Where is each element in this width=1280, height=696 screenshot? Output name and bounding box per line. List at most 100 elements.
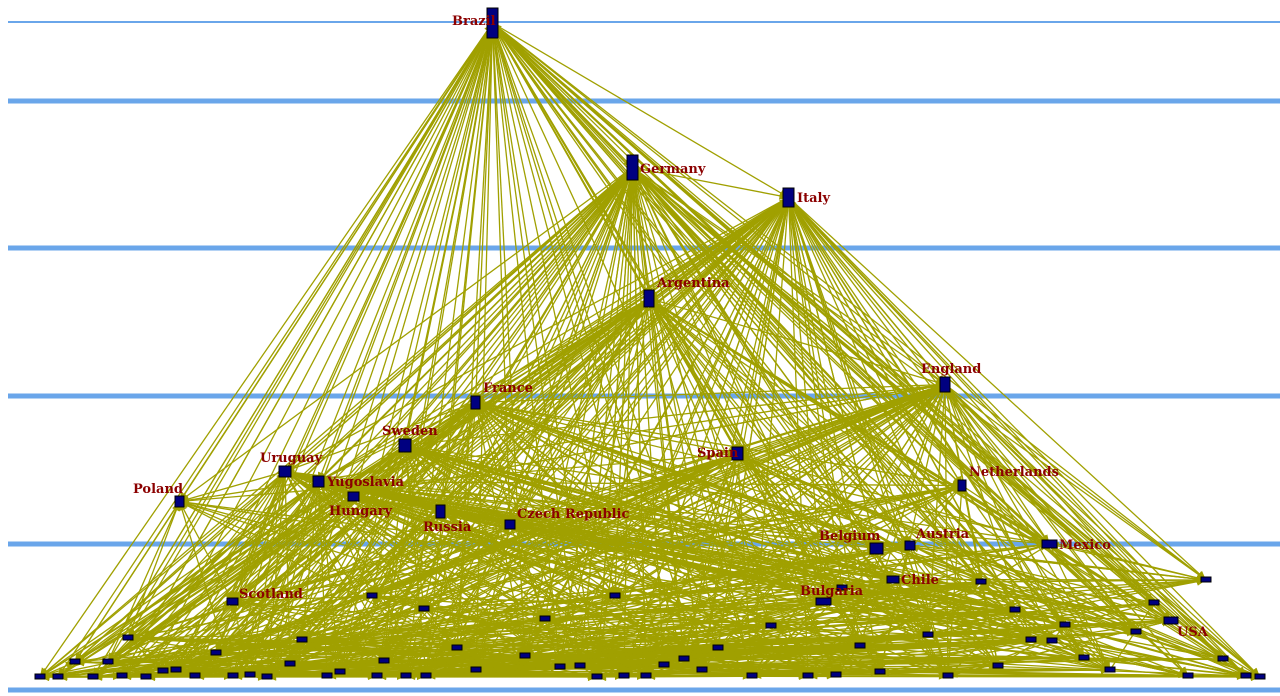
node-unlabeled[interactable] (378, 657, 390, 664)
node-sweden[interactable] (398, 438, 412, 453)
node-unlabeled[interactable] (1046, 637, 1058, 644)
node-unlabeled[interactable] (170, 666, 182, 673)
node-unlabeled[interactable] (712, 644, 724, 651)
node-unlabeled[interactable] (334, 668, 346, 675)
node-russia[interactable] (435, 504, 446, 519)
node-spain[interactable] (731, 446, 744, 461)
node-bulgaria[interactable] (815, 597, 832, 606)
node-unlabeled[interactable] (830, 671, 842, 678)
node-usa[interactable] (1163, 616, 1179, 625)
node-unlabeled[interactable] (296, 636, 308, 643)
node-unlabeled[interactable] (1078, 654, 1090, 661)
node-unlabeled[interactable] (87, 673, 99, 680)
node-unlabeled[interactable] (1217, 655, 1229, 662)
node-yugoslavia[interactable] (312, 475, 325, 488)
node-unlabeled[interactable] (420, 672, 432, 679)
node-unlabeled[interactable] (922, 631, 934, 638)
node-france[interactable] (470, 395, 481, 410)
node-unlabeled[interactable] (400, 672, 412, 679)
node-unlabeled[interactable] (157, 667, 169, 674)
node-unlabeled[interactable] (284, 660, 296, 667)
node-unlabeled[interactable] (1104, 666, 1116, 673)
node-unlabeled[interactable] (574, 662, 586, 669)
node-unlabeled[interactable] (34, 673, 46, 680)
edge (788, 197, 1207, 581)
node-unlabeled[interactable] (746, 672, 758, 679)
node-unlabeled[interactable] (52, 673, 64, 680)
node-unlabeled[interactable] (942, 672, 954, 679)
node-unlabeled[interactable] (609, 592, 621, 599)
node-belgium[interactable] (869, 542, 884, 555)
edge (57, 22, 494, 678)
node-unlabeled[interactable] (1148, 599, 1160, 606)
node-unlabeled[interactable] (854, 642, 866, 649)
node-unlabeled[interactable] (261, 673, 273, 680)
node-germany[interactable] (626, 154, 639, 181)
node-unlabeled[interactable] (539, 615, 551, 622)
node-unlabeled[interactable] (975, 578, 987, 585)
node-czech-republic[interactable] (504, 519, 516, 530)
node-unlabeled[interactable] (519, 652, 531, 659)
node-unlabeled[interactable] (591, 673, 603, 680)
node-unlabeled[interactable] (321, 672, 333, 679)
node-unlabeled[interactable] (244, 671, 256, 678)
node-brazil[interactable] (486, 7, 499, 39)
node-unlabeled[interactable] (1009, 606, 1021, 613)
edge (559, 197, 790, 668)
edge (927, 384, 946, 636)
edge (475, 401, 837, 676)
node-unlabeled[interactable] (1254, 673, 1266, 680)
node-unlabeled[interactable] (618, 672, 630, 679)
node-unlabeled[interactable] (102, 658, 114, 665)
node-unlabeled[interactable] (658, 661, 670, 668)
node-hungary[interactable] (347, 491, 360, 502)
node-unlabeled[interactable] (189, 672, 201, 679)
node-unlabeled[interactable] (210, 649, 222, 656)
node-unlabeled[interactable] (140, 673, 152, 680)
node-scotland[interactable] (226, 597, 239, 606)
node-unlabeled[interactable] (992, 662, 1004, 669)
node-unlabeled[interactable] (765, 622, 777, 629)
node-unlabeled[interactable] (554, 663, 566, 670)
node-unlabeled[interactable] (227, 672, 239, 679)
node-unlabeled[interactable] (451, 644, 463, 651)
node-unlabeled[interactable] (874, 668, 886, 675)
node-poland[interactable] (174, 495, 185, 508)
node-unlabeled[interactable] (366, 592, 378, 599)
edge (474, 402, 625, 677)
node-unlabeled[interactable] (802, 672, 814, 679)
label-austria: Austria (915, 527, 970, 542)
node-unlabeled[interactable] (836, 584, 848, 591)
edge (266, 167, 634, 678)
node-uruguay[interactable] (278, 465, 292, 478)
node-unlabeled[interactable] (122, 634, 134, 641)
node-unlabeled[interactable] (1059, 621, 1071, 628)
edge (371, 595, 458, 649)
node-unlabeled[interactable] (470, 666, 482, 673)
node-chile[interactable] (886, 575, 900, 584)
edges (39, 22, 1261, 681)
node-austria[interactable] (904, 540, 916, 551)
node-unlabeled[interactable] (418, 605, 430, 612)
node-argentina[interactable] (643, 289, 655, 308)
node-unlabeled[interactable] (640, 672, 652, 679)
edge (736, 197, 790, 454)
node-unlabeled[interactable] (1240, 672, 1252, 679)
node-unlabeled[interactable] (696, 666, 708, 673)
node-unlabeled[interactable] (371, 672, 383, 679)
label-sweden: Sweden (382, 424, 438, 439)
node-unlabeled[interactable] (1130, 628, 1142, 635)
label-brazil: Brazil (452, 14, 496, 29)
edge (318, 480, 982, 583)
node-unlabeled[interactable] (69, 658, 81, 665)
node-unlabeled[interactable] (116, 672, 128, 679)
node-unlabeled[interactable] (1200, 576, 1212, 583)
node-unlabeled[interactable] (678, 655, 690, 662)
node-england[interactable] (939, 376, 951, 393)
node-mexico[interactable] (1041, 539, 1058, 549)
node-unlabeled[interactable] (1025, 636, 1037, 643)
edge (631, 167, 878, 549)
node-italy[interactable] (782, 187, 795, 208)
node-unlabeled[interactable] (1182, 672, 1194, 679)
node-netherlands[interactable] (957, 479, 967, 492)
